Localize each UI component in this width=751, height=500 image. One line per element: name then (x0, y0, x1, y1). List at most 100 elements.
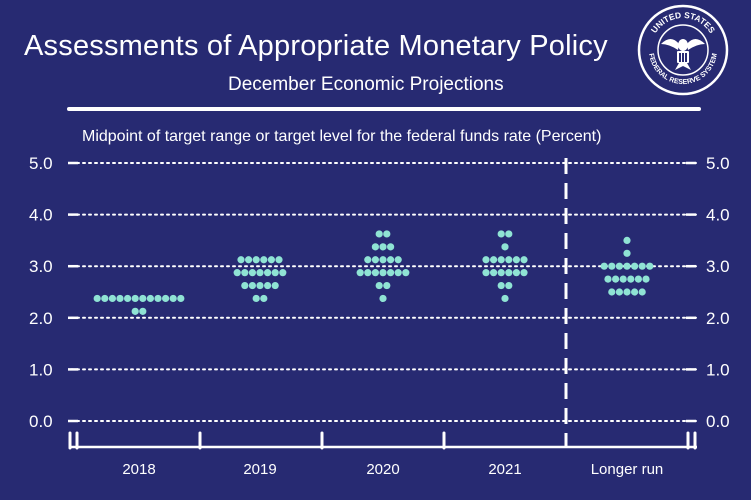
projection-dot (505, 230, 513, 238)
projection-dot (631, 288, 639, 296)
projection-dot (623, 288, 631, 296)
projection-dot (256, 269, 264, 277)
projection-dot (505, 281, 513, 290)
projection-dot (248, 281, 256, 290)
projection-dot (646, 262, 654, 270)
x-category-label: 2021 (488, 461, 521, 478)
projection-dot (93, 294, 101, 303)
projection-dot (267, 256, 275, 264)
x-category-label: 2018 (122, 461, 155, 478)
projection-dot (364, 256, 372, 264)
federal-reserve-seal-icon: UNITED STATES FEDERAL RESERVE SYSTEM (637, 4, 729, 96)
projection-dot (245, 256, 253, 264)
projection-dot (248, 269, 256, 277)
y-tick-label-right: 0.0 (706, 412, 730, 431)
projection-dot (162, 294, 170, 303)
x-category-label: Longer run (591, 461, 664, 478)
projection-dot (116, 294, 124, 303)
projection-dot (264, 281, 272, 290)
projection-dot (608, 262, 616, 270)
projection-dot (260, 294, 268, 303)
projection-dot (124, 294, 132, 303)
projection-dot (371, 243, 379, 251)
projection-dot (375, 281, 383, 290)
projection-dot (608, 288, 616, 296)
projection-dot (241, 281, 249, 290)
projection-dot (375, 230, 383, 238)
projection-dot (638, 262, 646, 270)
projection-dot (383, 281, 391, 290)
x-category-label: 2019 (243, 461, 276, 478)
projection-dot (379, 256, 387, 264)
projection-dot (387, 256, 395, 264)
projection-dot (482, 256, 490, 264)
y-tick-label-left: 5.0 (29, 154, 53, 173)
projection-dot (387, 269, 395, 277)
projection-dot (600, 262, 608, 270)
projection-dot (139, 307, 147, 315)
chart-subtitle: December Economic Projections (228, 74, 504, 95)
projection-dot (497, 256, 505, 264)
projection-dot (638, 288, 646, 296)
projection-dot (252, 256, 260, 264)
projection-dot (623, 236, 631, 244)
y-tick-label-right: 4.0 (706, 206, 730, 225)
projection-dot (379, 269, 387, 277)
projection-dot (271, 269, 279, 277)
y-tick-label-right: 3.0 (706, 257, 730, 276)
projection-dot (146, 294, 154, 303)
projection-dot (275, 256, 283, 264)
projection-dot (387, 243, 395, 251)
y-tick-label-right: 5.0 (706, 154, 730, 173)
projection-dot (497, 269, 505, 277)
projection-dot (233, 269, 241, 277)
projection-dot (512, 256, 521, 264)
projection-dot (177, 294, 185, 303)
projection-dot (615, 288, 624, 296)
projection-dot (394, 256, 402, 264)
y-tick-label-right: 1.0 (706, 360, 730, 379)
projection-dot (131, 294, 139, 303)
y-tick-label-left: 4.0 (29, 206, 53, 225)
projection-dot (505, 256, 513, 264)
projection-dot (237, 256, 245, 264)
projection-dot (394, 269, 402, 277)
projection-dot (490, 269, 498, 277)
y-tick-label-left: 0.0 (29, 412, 53, 431)
y-axis-label: Midpoint of target range or target level… (82, 128, 602, 145)
title-divider (67, 107, 701, 111)
projection-dot (623, 249, 631, 257)
projection-dot (505, 269, 513, 277)
projection-dot (371, 256, 379, 264)
projection-dot (356, 269, 364, 277)
projection-dot (497, 230, 505, 238)
projection-dot (520, 269, 528, 277)
projection-dot (642, 275, 650, 283)
projection-dot (604, 275, 612, 283)
projection-dot (154, 294, 162, 303)
projection-dot (631, 262, 639, 270)
chart-title: Assessments of Appropriate Monetary Poli… (24, 30, 608, 62)
projection-dot (101, 294, 109, 303)
projection-dot (252, 294, 260, 303)
projection-dot (279, 269, 287, 277)
projection-dot (402, 269, 410, 277)
projection-dot (169, 294, 177, 303)
y-tick-label-left: 1.0 (29, 360, 53, 379)
projection-dot (634, 275, 643, 283)
projection-dot (271, 281, 279, 290)
projection-dot (623, 262, 631, 270)
projection-dot (241, 269, 249, 277)
y-tick-label-left: 3.0 (29, 257, 53, 276)
projection-dot (256, 281, 264, 290)
projection-dot (260, 256, 268, 264)
projection-dot (264, 269, 272, 277)
y-tick-label-left: 2.0 (29, 309, 53, 328)
projection-dot (619, 275, 627, 283)
projection-dot (501, 243, 509, 251)
projection-dot (512, 269, 521, 277)
projection-dot (615, 262, 624, 270)
x-category-label: 2020 (366, 461, 399, 478)
projection-dot (482, 269, 490, 277)
projection-dot (497, 281, 505, 290)
